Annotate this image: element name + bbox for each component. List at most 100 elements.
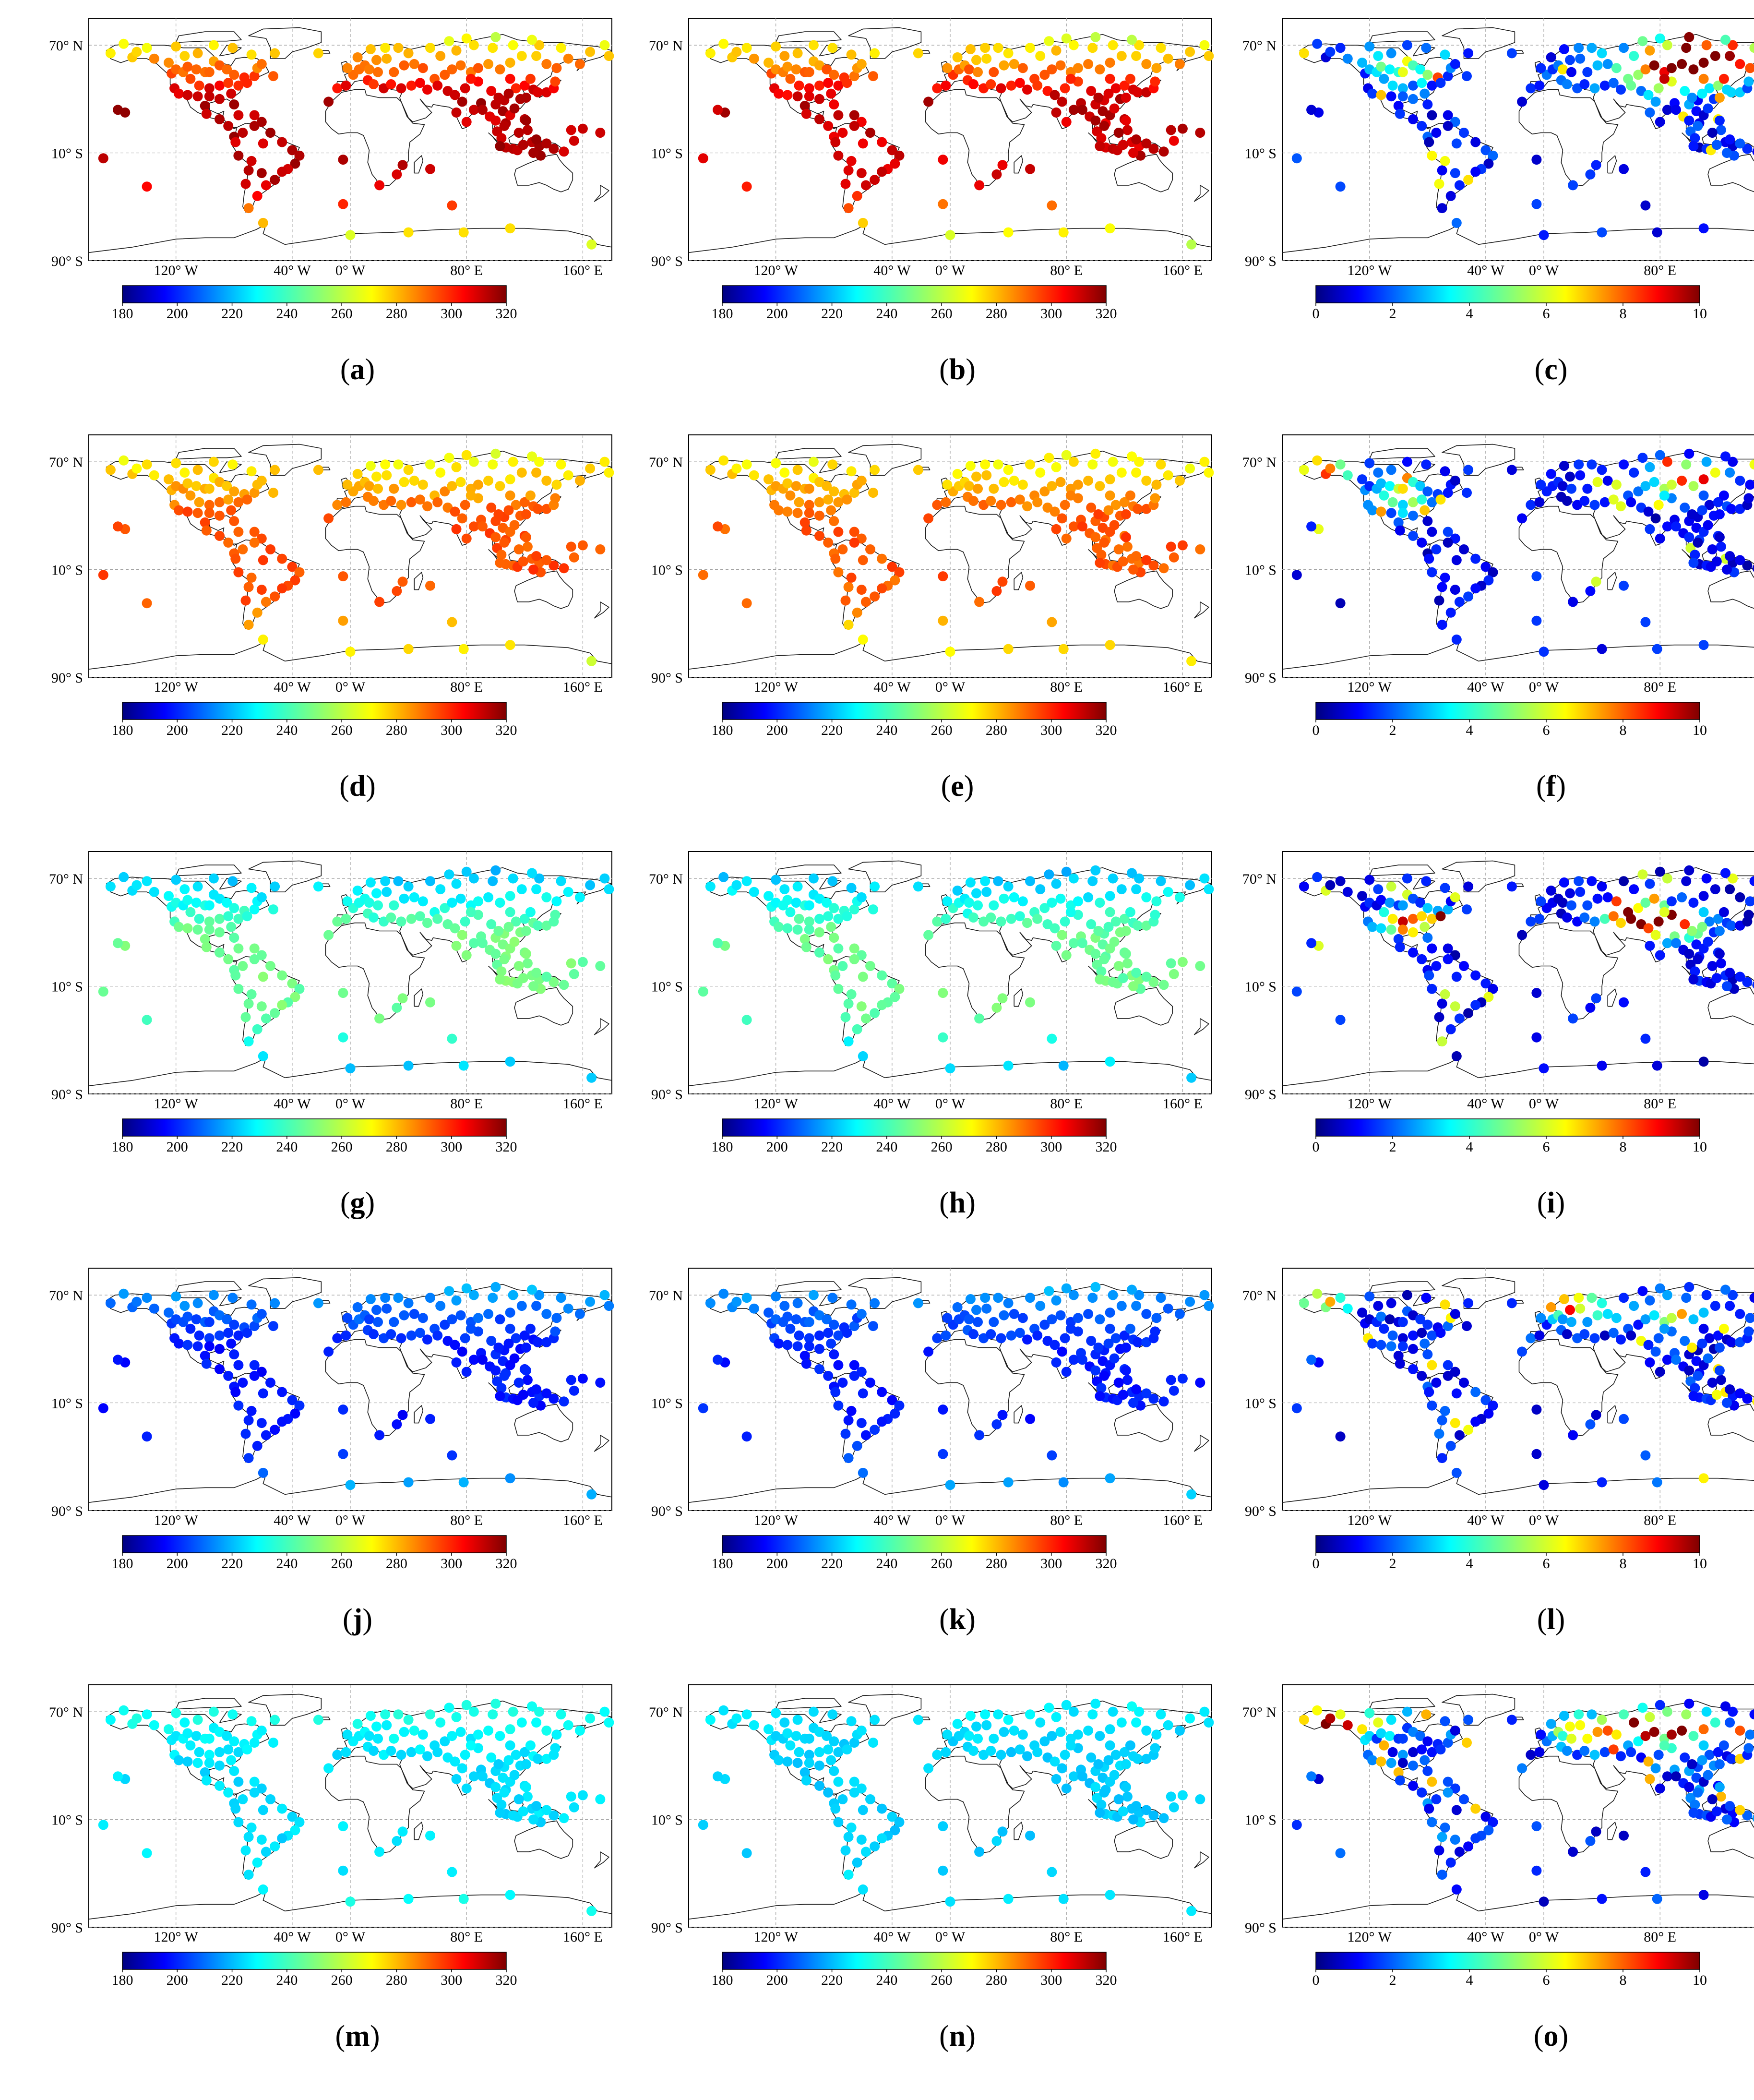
station-point [1470, 137, 1480, 147]
station-point [1336, 1848, 1346, 1858]
station-point [1531, 155, 1541, 165]
station-point [1459, 128, 1469, 138]
station-point [1376, 62, 1386, 72]
station-point [1186, 240, 1196, 250]
station-point [1408, 511, 1418, 521]
station-point [508, 1290, 518, 1300]
station-point [202, 1359, 212, 1369]
station-point [1440, 156, 1450, 166]
station-point [1722, 981, 1732, 991]
colorbar-tick-label: 2 [1389, 722, 1396, 738]
station-point [466, 907, 476, 917]
lon-tick-label: 40° W [1467, 263, 1504, 278]
station-point [215, 1761, 225, 1771]
station-point [1073, 896, 1083, 906]
station-point [409, 1726, 419, 1736]
station-point [223, 954, 233, 964]
station-point [932, 500, 942, 510]
station-point [586, 1489, 597, 1500]
lat-tick-label: 90° S [51, 1920, 83, 1936]
station-point [1003, 881, 1014, 891]
station-point [566, 958, 576, 968]
lat-tick-label: 90° S [51, 253, 83, 269]
station-point [1057, 1346, 1067, 1356]
station-point [1133, 921, 1143, 931]
station-point [1626, 914, 1636, 924]
station-point [1424, 137, 1434, 147]
station-point [1131, 134, 1141, 144]
station-point [779, 884, 789, 894]
station-point [877, 1387, 887, 1397]
station-point [1645, 941, 1655, 951]
station-point [1336, 1015, 1346, 1025]
station-point [847, 1823, 857, 1833]
station-point [1421, 459, 1431, 469]
station-point [556, 459, 566, 469]
lon-tick-label: 80° E [1050, 679, 1083, 695]
station-point [1141, 1388, 1151, 1398]
colorbar-tick-label: 220 [221, 1139, 243, 1155]
station-point [774, 1339, 784, 1349]
station-point [814, 1344, 824, 1354]
station-point [833, 1401, 843, 1411]
station-point [392, 169, 402, 180]
station-point [986, 496, 996, 506]
station-point [566, 1375, 576, 1385]
station-point [247, 156, 257, 166]
station-point [242, 1328, 252, 1338]
station-point [1062, 450, 1072, 460]
station-point [531, 884, 541, 894]
colorbar-tick-label: 260 [931, 306, 953, 322]
station-point [586, 1906, 597, 1916]
station-point [527, 451, 537, 461]
station-point [1546, 52, 1556, 62]
station-point [1056, 1727, 1066, 1737]
station-point [823, 954, 833, 964]
station-point [852, 1858, 862, 1868]
station-point [833, 984, 843, 994]
station-point [991, 1003, 1002, 1013]
station-point [490, 1782, 501, 1792]
station-point [1462, 488, 1472, 498]
station-point [1420, 1339, 1430, 1349]
station-point [833, 151, 843, 161]
station-point [559, 146, 569, 156]
station-point [830, 1804, 840, 1814]
lon-tick-label: 120° W [754, 679, 799, 695]
station-point [841, 179, 851, 189]
station-point [771, 875, 781, 885]
station-point [204, 1734, 215, 1744]
station-point [986, 1746, 996, 1756]
station-point [844, 999, 854, 1009]
station-point [1364, 1708, 1374, 1718]
station-point [1699, 640, 1709, 650]
station-point [1455, 1847, 1465, 1857]
station-point [1422, 1736, 1432, 1746]
station-point [1398, 1341, 1408, 1351]
station-point [250, 954, 260, 964]
station-point [1121, 116, 1131, 126]
station-point [1443, 121, 1453, 131]
station-point [842, 494, 852, 504]
station-point [698, 570, 708, 580]
station-point [1125, 1324, 1135, 1334]
station-point [794, 81, 804, 91]
station-point [425, 1831, 435, 1841]
station-point [1105, 640, 1115, 650]
station-point [1336, 1709, 1346, 1719]
station-point [1186, 1073, 1196, 1083]
station-point [1133, 1754, 1143, 1764]
station-point [1534, 497, 1544, 507]
station-point [742, 459, 752, 469]
station-point [523, 958, 533, 968]
station-point [1292, 1820, 1302, 1830]
station-point [1125, 491, 1135, 501]
station-point [1117, 884, 1127, 894]
station-point [505, 223, 515, 233]
station-point [462, 867, 472, 877]
station-point [1655, 1284, 1665, 1294]
station-point [508, 874, 518, 884]
lon-tick-label: 40° W [873, 1929, 911, 1945]
station-point [1108, 874, 1118, 884]
